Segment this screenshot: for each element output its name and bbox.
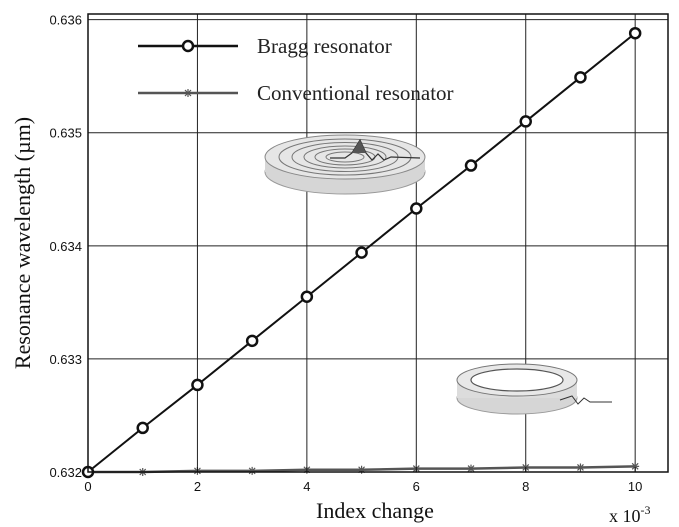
x-axis-multiplier: x 10-3 bbox=[609, 503, 651, 526]
data-point bbox=[519, 115, 532, 128]
data-point bbox=[184, 89, 192, 97]
data-point bbox=[410, 202, 423, 215]
data-point bbox=[181, 39, 195, 53]
x-tick-label: 2 bbox=[194, 479, 201, 494]
legend-label: Conventional resonator bbox=[257, 81, 454, 105]
data-point bbox=[355, 246, 368, 259]
data-series bbox=[81, 26, 642, 479]
y-tick-label: 0.633 bbox=[49, 352, 82, 367]
plot-frame bbox=[87, 13, 669, 473]
conventional-resonator-inset-icon bbox=[456, 363, 612, 415]
x-tick-label: 10 bbox=[628, 479, 642, 494]
x-tick-label: 0 bbox=[84, 479, 91, 494]
data-point bbox=[576, 463, 585, 472]
y-tick-label: 0.635 bbox=[49, 126, 82, 141]
data-point bbox=[574, 71, 587, 84]
y-tick-label: 0.632 bbox=[49, 465, 82, 480]
data-point bbox=[628, 26, 642, 40]
x-axis-title: Index change bbox=[316, 498, 434, 523]
axes: 0 2 4 6 8 10 0.632 0.633 0.634 0.635 0.636 Index ch… bbox=[10, 13, 669, 526]
data-point bbox=[245, 334, 259, 348]
x-tick-label: 4 bbox=[303, 479, 310, 494]
bragg-resonator-inset-icon bbox=[264, 134, 426, 195]
x-tick-label: 8 bbox=[522, 479, 529, 494]
data-point bbox=[136, 421, 149, 435]
data-point bbox=[300, 290, 314, 303]
data-point bbox=[191, 378, 204, 392]
x-tick-label: 6 bbox=[413, 479, 420, 494]
legend: Bragg resonator Conventional resonator bbox=[138, 34, 454, 105]
y-axis-title: Resonance wavelength (µm) bbox=[10, 117, 35, 369]
data-point bbox=[464, 159, 478, 172]
legend-label: Bragg resonator bbox=[257, 34, 392, 58]
inset-illustrations bbox=[264, 134, 612, 415]
y-tick-label: 0.634 bbox=[49, 239, 82, 254]
y-tick-label: 0.636 bbox=[49, 13, 82, 28]
data-point bbox=[248, 466, 257, 475]
